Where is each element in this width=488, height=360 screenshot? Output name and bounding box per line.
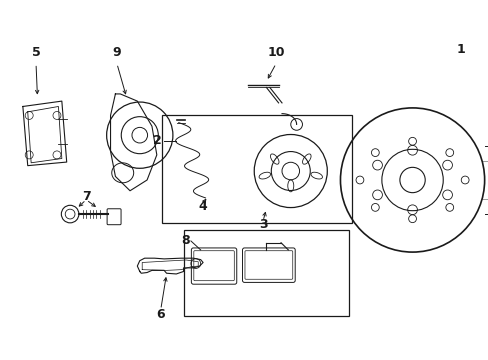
Text: 7: 7 bbox=[81, 190, 90, 203]
Text: 3: 3 bbox=[258, 218, 267, 231]
Text: 1: 1 bbox=[456, 42, 465, 55]
Bar bbox=[162, 116, 351, 223]
Text: 9: 9 bbox=[112, 46, 121, 59]
Text: 10: 10 bbox=[267, 46, 285, 59]
Bar bbox=[183, 230, 348, 316]
Text: 5: 5 bbox=[32, 46, 41, 59]
Text: 6: 6 bbox=[156, 308, 164, 321]
Text: 2: 2 bbox=[153, 134, 162, 147]
Text: 8: 8 bbox=[181, 234, 189, 247]
Text: 4: 4 bbox=[198, 201, 207, 213]
